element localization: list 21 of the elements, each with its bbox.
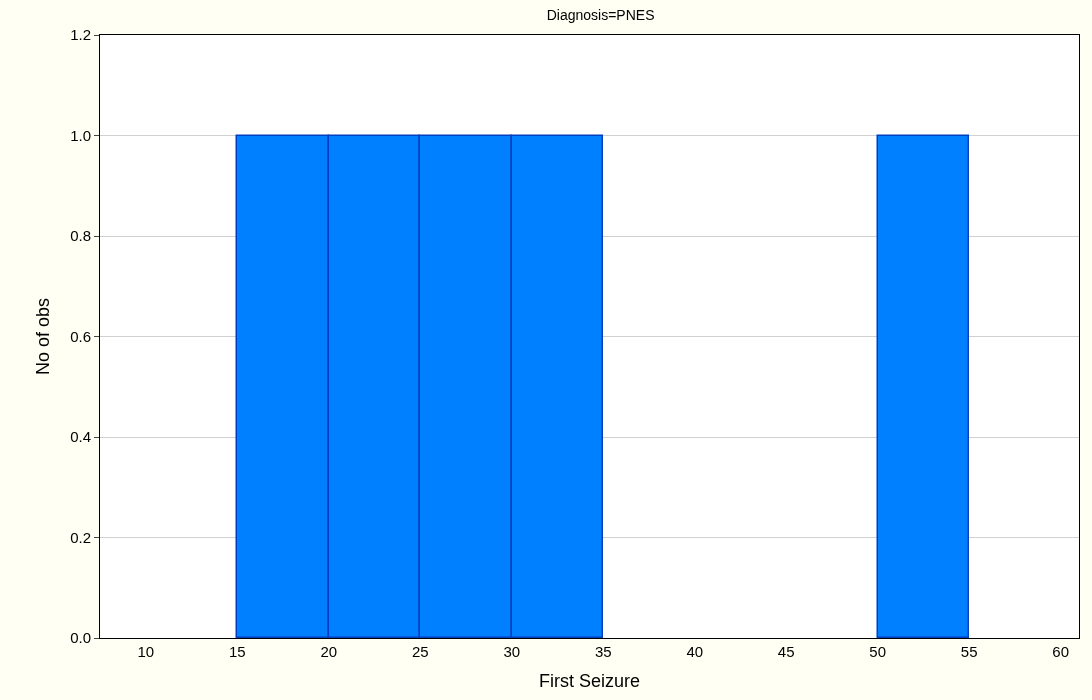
x-tick-label: 25: [411, 643, 429, 660]
x-tick-label: 10: [137, 643, 155, 660]
y-tick-label: 0.4: [70, 428, 91, 446]
x-tick-label: 15: [228, 643, 246, 660]
y-tick-label: 0.6: [70, 327, 91, 345]
x-tick-label: 55: [960, 643, 978, 660]
x-tick-label: 20: [320, 643, 338, 660]
x-tick-label: 60: [1052, 643, 1070, 660]
x-tick-label: 40: [686, 643, 704, 660]
y-tick-label: 1.2: [70, 26, 91, 44]
x-tick-label: 35: [594, 643, 612, 660]
x-axis-title: First Seizure: [538, 671, 641, 692]
y-tick-label: 0.8: [70, 227, 91, 245]
x-tick-label: 45: [777, 643, 795, 660]
chart-title: Diagnosis=PNES: [546, 7, 655, 24]
x-tick-label: 50: [869, 643, 887, 660]
y-tick-label: 1.0: [70, 126, 91, 144]
x-tick-label: 30: [503, 643, 521, 660]
y-tick-label: 0.0: [70, 629, 91, 647]
y-tick-label: 0.2: [70, 528, 91, 546]
y-axis-title: No of obs: [33, 297, 54, 376]
